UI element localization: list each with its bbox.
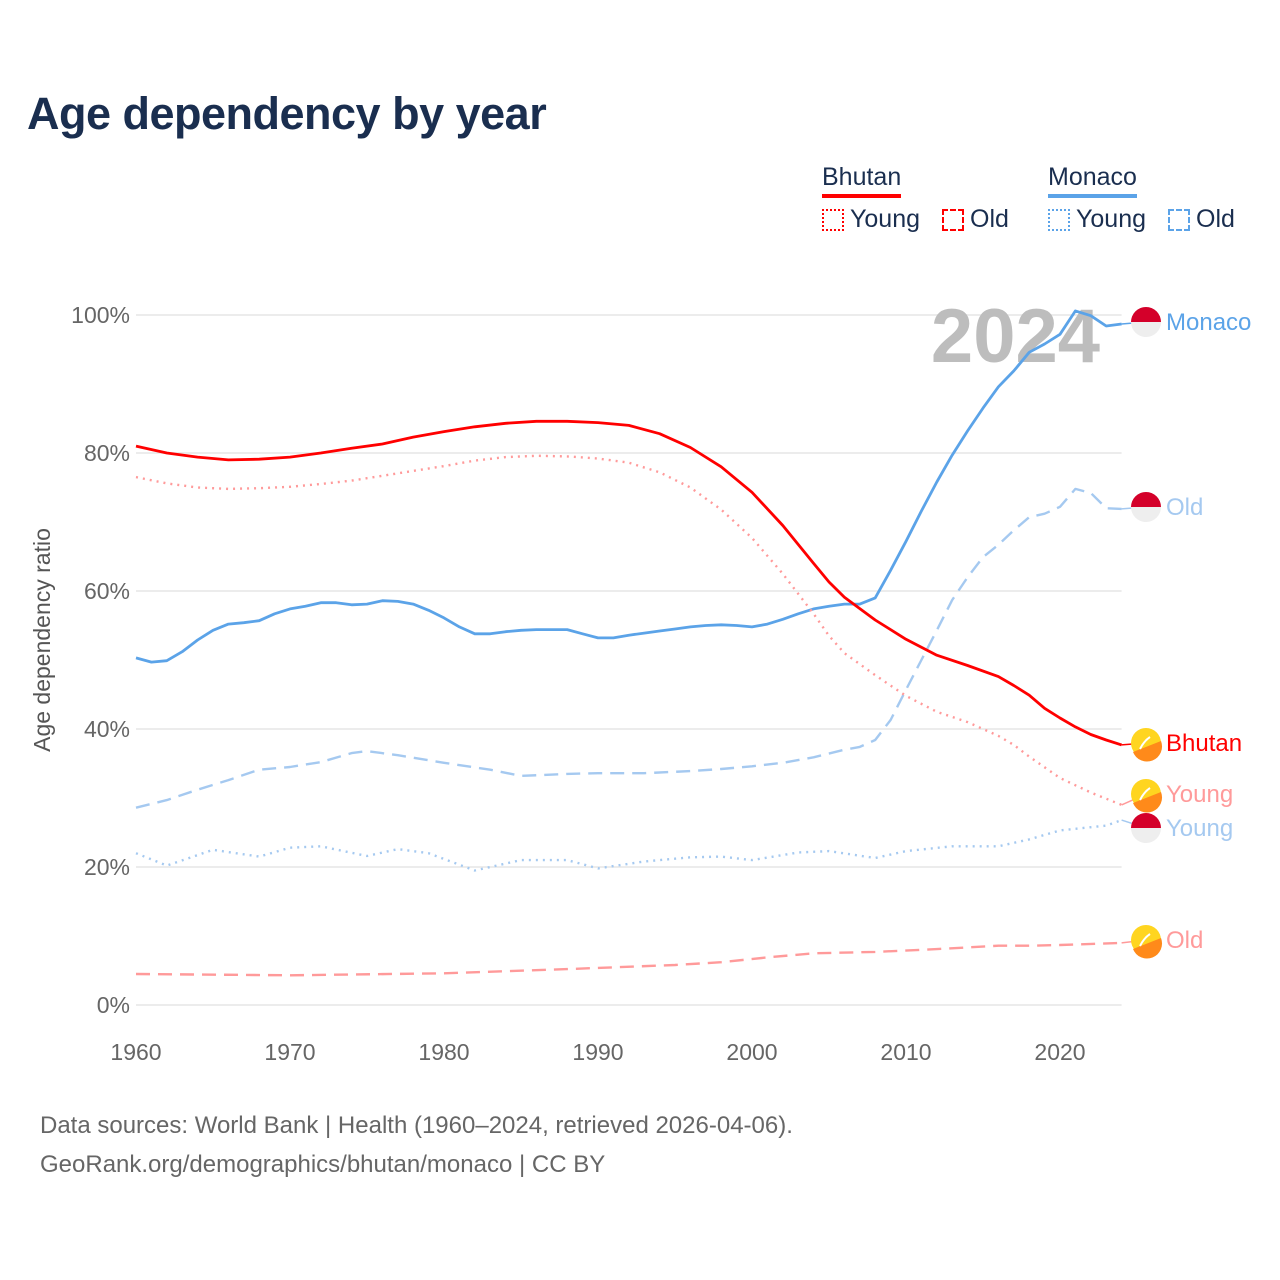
x-tick-label: 1980 [418,1039,469,1065]
year-watermark: 2024 [931,294,1100,379]
series-end-label: Old [1166,927,1203,954]
series-end-label: Young [1166,815,1233,842]
attribution-link[interactable]: GeoRank.org/demographics/bhutan/monaco |… [40,1151,606,1178]
legend-monaco-old: Old [1168,205,1235,234]
y-tick-label: 40% [84,716,130,742]
legend-label: Old [1196,205,1235,233]
legend-label: Young [1076,205,1146,233]
series-line-monaco-old [135,487,1122,809]
series-line-bhutan-young [135,454,1123,807]
series-end-label: Old [1166,494,1203,521]
legend-country-bhutan: Bhutan [822,163,902,198]
series-end-label: Bhutan [1166,730,1242,757]
series-line-bhutan-old [135,941,1122,977]
series-line-monaco-young [135,818,1123,872]
x-tick-label: 2000 [726,1039,777,1065]
footer: Data sources: World Bank | Health (1960–… [40,1106,793,1184]
x-tick-label: 1960 [110,1039,161,1065]
x-tick-label: 2010 [880,1039,931,1065]
x-tick-label: 1990 [572,1039,623,1065]
data-source: Data sources: World Bank | Health (1960–… [40,1112,793,1139]
legend-country-monaco: Monaco [1048,163,1137,198]
y-tick-label: 100% [71,302,130,328]
monaco-flag-icon [1131,492,1161,522]
y-tick-label: 60% [84,578,130,604]
dotted-swatch-icon [822,208,844,231]
x-tick-label: 1970 [264,1039,315,1065]
monaco-flag-icon [1131,307,1161,337]
y-tick-label: 80% [84,440,130,466]
dashed-swatch-icon [942,208,964,231]
monaco-flag-icon [1131,813,1161,843]
dotted-swatch-icon [1048,208,1070,231]
bhutan-flag-icon [1131,925,1163,959]
x-tick-label: 2020 [1034,1039,1085,1065]
series-line-monaco [135,309,1122,664]
y-tick-label: 0% [97,992,130,1018]
bhutan-flag-icon [1131,728,1163,762]
legend-monaco-young: Young [1048,205,1146,234]
chart-title: Age dependency by year [27,88,547,139]
bhutan-flag-icon [1131,779,1163,813]
legend-label: Young [850,205,920,233]
y-axis-label: Age dependency ratio [29,528,55,752]
dashed-swatch-icon [1168,208,1190,231]
legend-bhutan-old: Old [942,205,1009,234]
series-end-label: Monaco [1166,309,1251,336]
y-tick-label: 20% [84,854,130,880]
legend-label: Old [970,205,1009,233]
legend-bhutan-young: Young [822,205,920,234]
series-end-label: Young [1166,781,1233,808]
series-line-bhutan [135,419,1123,747]
